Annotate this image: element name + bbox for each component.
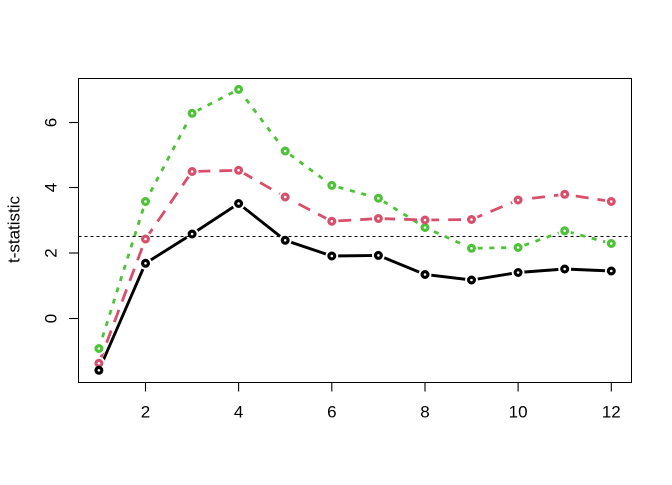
- svg-text:8: 8: [420, 403, 429, 422]
- svg-text:6: 6: [42, 118, 61, 127]
- svg-text:6: 6: [327, 403, 336, 422]
- svg-text:2: 2: [141, 403, 150, 422]
- svg-text:2: 2: [42, 248, 61, 257]
- svg-text:t-statistic: t-statistic: [5, 195, 24, 263]
- svg-text:4: 4: [234, 403, 243, 422]
- svg-text:10: 10: [509, 403, 528, 422]
- svg-text:4: 4: [42, 183, 61, 192]
- svg-text:0: 0: [42, 314, 61, 323]
- svg-text:12: 12: [602, 403, 621, 422]
